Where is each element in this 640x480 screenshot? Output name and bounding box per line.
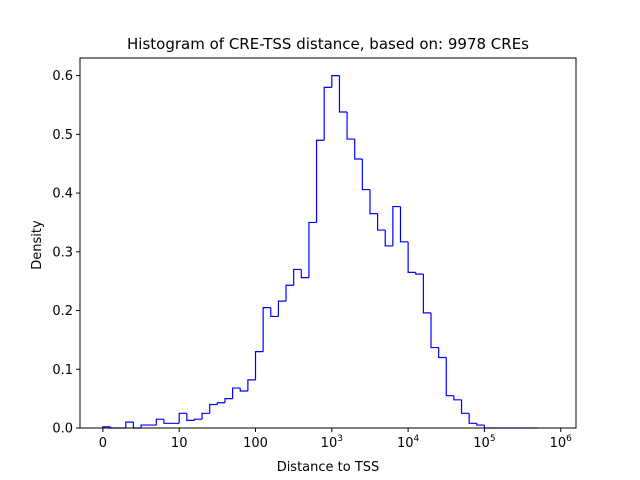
histogram-bin [201,412,210,420]
x-tick-label: 10 [171,436,188,451]
histogram-bin [453,395,462,401]
histogram-bin [331,75,340,88]
y-tick-label: 0.3 [52,245,73,260]
histogram-bin [209,403,218,414]
y-tick-label: 0.0 [52,422,73,437]
plot-area [79,57,577,429]
histogram-bin [476,423,485,426]
axes-frame [79,57,577,429]
histogram-bin [361,159,370,191]
y-axis-label: Density [30,220,45,270]
histogram-bin [163,419,180,424]
histogram-bin [186,413,195,421]
histogram-bin [232,387,241,399]
histogram-bin [377,213,386,231]
histogram-bin [438,347,447,359]
histogram-bin [247,379,256,391]
histogram-bin [178,412,187,424]
histogram-bin [216,402,225,405]
histogram-bin [224,398,233,403]
histogram-bin [308,221,317,278]
histogram-bin [460,399,470,414]
y-tick-label: 0.1 [52,363,73,378]
x-tick-exponent: 5 [490,434,496,444]
histogram-bin [354,139,363,160]
histogram-bin [254,351,264,380]
x-tick-label: 100 [243,436,268,451]
histogram-bin [338,75,348,113]
x-tick-exponent: 4 [414,434,420,444]
histogram-bin [125,421,134,428]
histogram-bin [293,268,302,286]
y-axis: 0.0 0.1 0.2 0.3 0.4 0.5 0.6 [52,69,80,437]
histogram-bin [315,139,325,223]
histogram-bin [407,241,416,273]
histogram-bin [445,357,454,397]
histogram-bin [369,189,378,215]
histogram-bin [300,269,309,279]
histogram-bin [262,307,271,352]
y-tick-label: 0.6 [52,69,73,84]
histogram-bin [285,284,294,302]
histogram-bin [239,388,248,392]
chart-title: Histogram of CRE-TSS distance, based on:… [127,35,529,53]
histogram-bin [430,312,439,349]
histogram-bin [399,206,409,243]
y-tick-label: 0.5 [52,128,73,143]
histogram-bin [415,272,424,275]
y-tick-label: 0.4 [52,187,73,202]
histogram-bin [422,274,432,314]
histogram-bin [323,86,332,141]
histogram-bin [155,418,164,426]
x-tick-label: 0 [99,436,107,451]
histogram-bin [392,205,401,246]
x-axis-label: Distance to TSS [277,460,380,475]
histogram-bin [346,112,355,140]
x-tick-exponent: 3 [337,434,343,444]
histogram-bin [277,300,287,317]
x-tick-exponent: 6 [566,434,572,444]
histogram-bin [270,307,279,318]
y-tick-label: 0.2 [52,304,73,319]
histogram-bin [140,424,157,428]
histogram-bin [384,230,393,247]
histogram-bin [193,418,203,421]
x-axis: 0 10 100 103 104 105 106 [99,428,572,451]
histogram-bin [468,413,477,424]
